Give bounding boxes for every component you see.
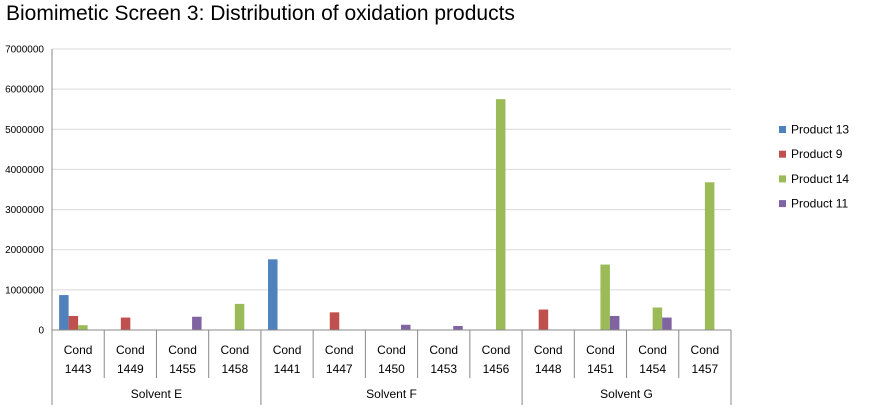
x-tick-label: 1450: [378, 362, 405, 376]
bar-product-14-cond-1451[interactable]: [600, 264, 610, 330]
legend-swatch: [779, 126, 786, 133]
x-tick-label: Cond: [534, 343, 563, 357]
bars: [59, 99, 715, 330]
x-tick-label: 1457: [692, 362, 719, 376]
legend-label: Product 9: [791, 147, 843, 161]
bar-product-9-cond-1449[interactable]: [120, 317, 131, 330]
legend-item-product-11[interactable]: Product 11: [779, 197, 848, 211]
legend-swatch: [779, 150, 786, 158]
y-axis-ticks: 0 1000000 2000000 3000000 4000000 5000000 6000…: [5, 45, 44, 337]
y-tick-label: 2000000: [5, 245, 44, 256]
y-tick-label: 4000000: [5, 165, 44, 176]
y-tick-label: 1000000: [5, 285, 44, 296]
x-tick-label: 1451: [587, 362, 614, 376]
x-tick-label: 1458: [221, 362, 248, 376]
x-tick-label: 1453: [430, 362, 457, 376]
chart-title: Biomimetic Screen 3: Distribution of oxi…: [6, 2, 515, 25]
bar-product-13-cond-1443[interactable]: [59, 295, 69, 330]
legend-label: Product 14: [791, 172, 849, 186]
bar-product-14-cond-1458[interactable]: [234, 303, 245, 330]
legend-swatch: [779, 200, 786, 208]
bar-product-11-cond-1451[interactable]: [609, 315, 620, 330]
x-axis-labels: Cond 1443 Cond 1449 Cond 1455 Cond 1458 Cond 1441…: [64, 343, 719, 401]
legend-swatch: [779, 175, 786, 183]
x-tick-label: Cond: [168, 343, 197, 357]
x-tick-label: Cond: [586, 343, 615, 357]
gridlines: [52, 48, 731, 291]
y-tick-label: 5000000: [5, 125, 44, 136]
y-tick-label: 6000000: [5, 85, 44, 96]
legend-label: Product 11: [791, 197, 848, 211]
x-tick-label: 1454: [639, 362, 666, 376]
x-tick-label: Cond: [273, 343, 302, 357]
bar-product-11-cond-1453[interactable]: [453, 325, 463, 330]
legend-item-product-13[interactable]: Product 13: [779, 123, 849, 137]
bar-product-11-cond-1450[interactable]: [401, 324, 411, 330]
bar-product-11-cond-1455[interactable]: [192, 316, 202, 330]
axes: [51, 49, 732, 405]
bar-product-14-cond-1456[interactable]: [495, 99, 506, 330]
x-tick-label: Cond: [64, 343, 93, 357]
legend-item-product-9[interactable]: Product 9: [779, 147, 843, 161]
x-tick-label: Cond: [691, 343, 720, 357]
legend[interactable]: Product 13 Product 9 Product 14 Product 11: [779, 123, 849, 211]
bar-product-13-cond-1441[interactable]: [268, 259, 278, 330]
bar-product-11-cond-1454[interactable]: [662, 317, 672, 330]
legend-item-product-14[interactable]: Product 14: [779, 172, 849, 186]
bar-product-9-cond-1447[interactable]: [329, 312, 340, 330]
x-tick-label: Cond: [638, 343, 667, 357]
group-label-solvent-e: Solvent E: [131, 387, 182, 401]
bar-product-9-cond-1448[interactable]: [538, 309, 549, 330]
x-tick-label: Cond: [377, 343, 406, 357]
bar-product-9-cond-1443[interactable]: [68, 315, 79, 330]
legend-label: Product 13: [791, 123, 849, 137]
group-label-solvent-g: Solvent G: [600, 387, 653, 401]
x-tick-label: 1449: [117, 362, 144, 376]
x-tick-label: Cond: [325, 343, 354, 357]
x-tick-label: Cond: [429, 343, 458, 357]
y-tick-label: 0: [38, 326, 44, 337]
group-label-solvent-f: Solvent F: [366, 387, 417, 401]
x-tick-label: Cond: [220, 343, 249, 357]
x-tick-label: 1448: [535, 362, 562, 376]
y-tick-label: 7000000: [5, 45, 44, 56]
x-tick-label: Cond: [482, 343, 511, 357]
x-tick-label: Cond: [116, 343, 145, 357]
x-tick-label: 1455: [169, 362, 196, 376]
bar-product-14-cond-1454[interactable]: [652, 307, 663, 330]
x-tick-label: 1441: [274, 362, 301, 376]
y-tick-label: 3000000: [5, 205, 44, 216]
bar-product-14-cond-1457[interactable]: [704, 182, 715, 330]
x-tick-label: 1443: [65, 362, 92, 376]
x-tick-label: 1456: [483, 362, 510, 376]
x-tick-label: 1447: [326, 362, 353, 376]
bar-product-14-cond-1443[interactable]: [78, 325, 88, 330]
